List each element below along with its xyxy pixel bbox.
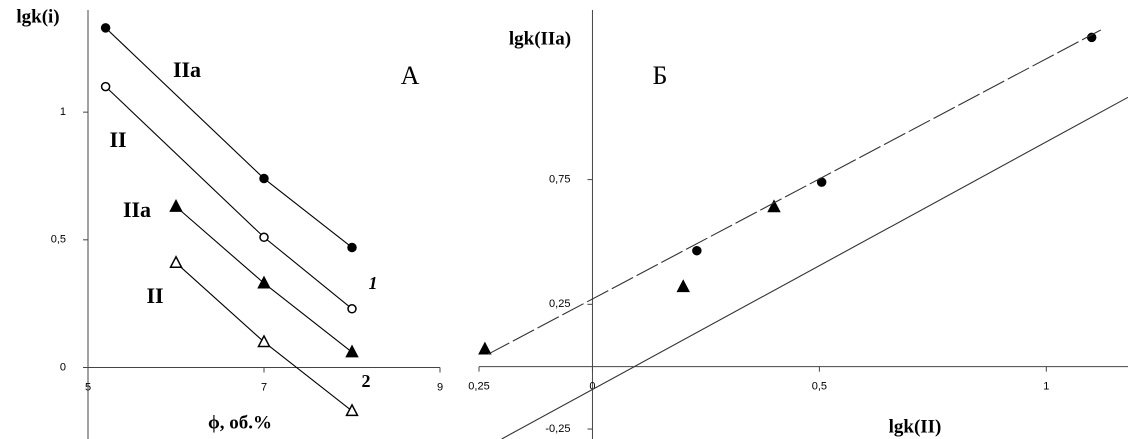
point: [257, 275, 271, 289]
point: [259, 232, 269, 243]
series-label: IIa: [173, 57, 201, 82]
point: [100, 81, 111, 92]
y-tick-label: -0,25: [545, 423, 570, 435]
series-label: IIa: [123, 197, 151, 222]
y-tick-label: 0,5: [51, 234, 66, 246]
y-tick-label: 0,25: [549, 298, 570, 310]
x-axis-title: lgk(II): [889, 416, 942, 437]
point: [345, 344, 359, 358]
point: [345, 403, 359, 417]
point: [100, 23, 111, 33]
x-tick-label: 0,25: [468, 381, 489, 393]
point: [692, 245, 702, 256]
fit-line: [487, 29, 1102, 355]
x-tick-label: 5: [85, 381, 91, 393]
x-axis-title: ϕ, об.%: [208, 412, 272, 433]
point: [169, 199, 183, 212]
y-tick-label: 0: [60, 361, 66, 373]
annotation: 1: [369, 273, 378, 293]
y-axis-title: lgk(IIa): [509, 28, 571, 49]
y-tick-label: 1: [60, 106, 66, 118]
series-label: II: [109, 127, 126, 152]
panel-title: A: [401, 61, 420, 90]
panel-title: Б: [653, 61, 668, 90]
x-tick-label: 1: [1043, 381, 1049, 393]
point: [259, 173, 269, 184]
point: [347, 242, 357, 253]
point: [169, 255, 183, 269]
fit-line: [501, 96, 1128, 439]
x-tick-label: 0,5: [812, 381, 827, 393]
point: [767, 199, 781, 213]
point: [347, 304, 357, 314]
point: [676, 279, 690, 293]
point: [478, 341, 492, 355]
x-tick-label: 9: [437, 381, 443, 393]
x-tick-label: 7: [261, 381, 267, 393]
annotation: 2: [362, 371, 371, 391]
series-label: II: [146, 283, 163, 308]
x-tick-label: 0: [589, 381, 595, 393]
y-axis-title: lgk(i): [16, 6, 59, 27]
point: [257, 334, 271, 348]
y-tick-label: 0,75: [549, 174, 570, 186]
